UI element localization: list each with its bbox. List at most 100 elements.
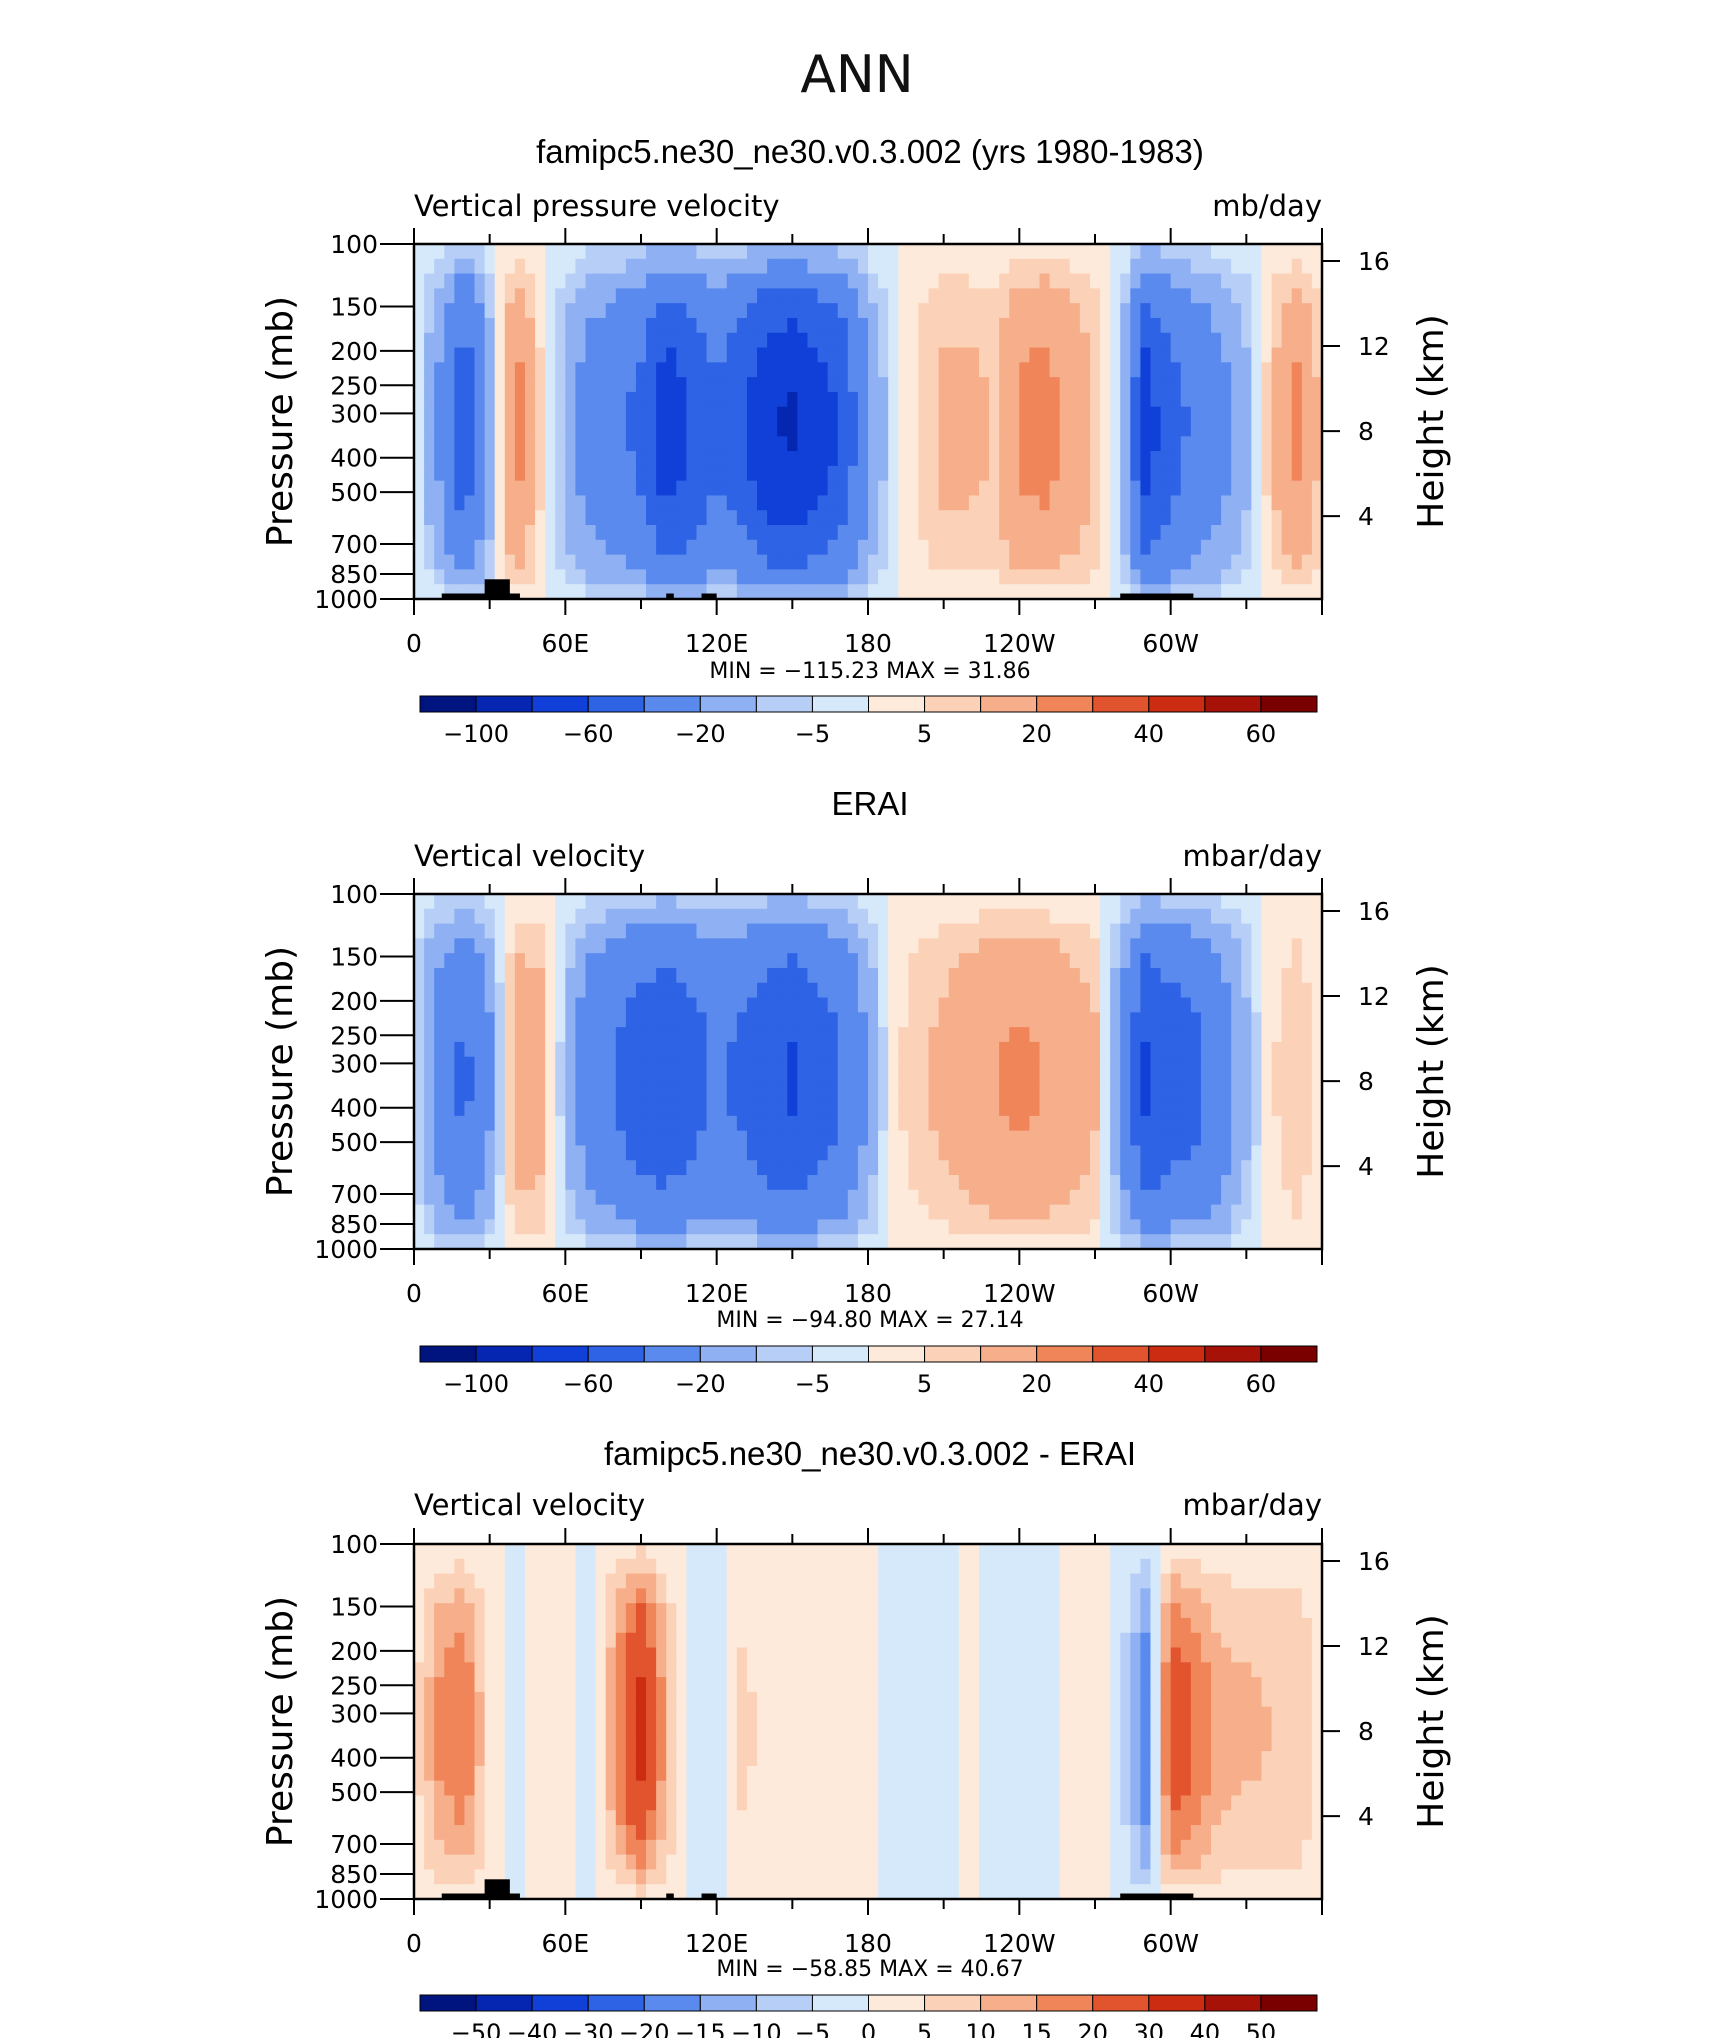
heatmap-cell: [1221, 1175, 1232, 1191]
heatmap-cell: [1170, 1115, 1182, 1132]
heatmap-cell: [1120, 1573, 1131, 1589]
heatmap-cell: [1311, 1145, 1323, 1161]
heatmap-cell: [1221, 997, 1232, 1013]
heatmap-cell: [1211, 1204, 1222, 1221]
heatmap-cell: [1251, 332, 1263, 349]
heatmap-cell: [524, 406, 536, 423]
heatmap-cell: [646, 1056, 657, 1073]
heatmap-cell: [1140, 569, 1152, 585]
heatmap-cell: [1231, 923, 1242, 939]
heatmap-cell: [615, 377, 627, 393]
heatmap-cell: [444, 495, 455, 511]
heatmap-cell: [1029, 1160, 1041, 1176]
heatmap-cell: [1039, 1130, 1051, 1147]
heatmap-cell: [1271, 1189, 1283, 1206]
heatmap-cell: [706, 1101, 718, 1117]
heatmap-cell: [868, 1588, 879, 1604]
heatmap-cell: [837, 525, 849, 541]
heatmap-cell: [736, 908, 748, 925]
heatmap-cell: [464, 1588, 476, 1604]
heatmap-cell: [1190, 525, 1202, 541]
heatmap-cell: [1009, 1588, 1020, 1604]
heatmap-cell: [857, 436, 869, 452]
heatmap-cell: [706, 1012, 718, 1028]
heatmap-cell: [686, 908, 698, 925]
heatmap-cell: [989, 554, 1000, 571]
heatmap-cell: [1019, 332, 1031, 349]
heatmap-cell: [1120, 1012, 1131, 1028]
heatmap-cell: [434, 332, 445, 349]
heatmap-cell: [908, 569, 920, 585]
heatmap-cell: [999, 554, 1010, 571]
heatmap-cell: [1261, 1071, 1273, 1087]
heatmap-cell: [545, 258, 556, 275]
heatmap-cell: [454, 1204, 466, 1221]
heatmap-cell: [514, 554, 526, 571]
heatmap-cell: [605, 554, 617, 571]
heatmap-cell: [656, 1056, 667, 1073]
heatmap-cell: [585, 1130, 597, 1147]
heatmap-cell: [605, 525, 617, 541]
heatmap-cell: [888, 539, 899, 556]
heatmap-cell: [1100, 406, 1111, 423]
heatmap-cell: [1271, 244, 1283, 260]
heatmap-cell: [847, 1086, 859, 1102]
heatmap-cell: [535, 982, 546, 999]
heatmap-cell: [1180, 894, 1192, 910]
heatmap-cell: [908, 347, 920, 363]
heatmap-cell: [726, 1603, 738, 1619]
heatmap-cell: [524, 421, 536, 437]
heatmap-cell: [857, 554, 869, 571]
heatmap-cell: [1069, 997, 1081, 1013]
heatmap-cell: [585, 1544, 597, 1560]
heatmap-cell: [1160, 436, 1172, 452]
heatmap-cell: [414, 1115, 425, 1132]
heatmap-cell: [1089, 332, 1101, 349]
heatmap-cell: [757, 510, 768, 526]
heatmap-cell: [1301, 303, 1313, 319]
colorbar-label: 5: [917, 720, 932, 748]
heatmap-cell: [676, 451, 687, 467]
heatmap-cell: [1200, 569, 1212, 585]
heatmap-cell: [464, 332, 476, 349]
heatmap-cell: [676, 1101, 687, 1117]
heatmap-cell: [514, 1160, 526, 1176]
heatmap-cell: [1069, 377, 1081, 393]
heatmap-cell: [484, 480, 496, 497]
heatmap-cell: [595, 332, 607, 349]
heatmap-cell: [1150, 406, 1162, 423]
heatmap-cell: [968, 525, 980, 541]
heatmap-cell: [595, 1160, 607, 1176]
heatmap-cell: [414, 288, 425, 304]
heatmap-cell: [1140, 1145, 1152, 1161]
heatmap-cell: [514, 1086, 526, 1102]
heatmap-cell: [817, 1573, 829, 1589]
heatmap-cell: [1100, 258, 1111, 275]
heatmap-cell: [474, 244, 486, 260]
heatmap-cell: [666, 347, 677, 363]
heatmap-cell: [1009, 1041, 1020, 1058]
heatmap-cell: [777, 1130, 788, 1147]
heatmap-cell: [434, 982, 445, 999]
heatmap-cell: [1019, 908, 1031, 925]
heatmap-cell: [635, 391, 647, 408]
heatmap-cell: [1261, 421, 1273, 437]
heatmap-cell: [1079, 480, 1091, 497]
heatmap-cell: [1029, 421, 1041, 437]
heatmap-cell: [1281, 554, 1293, 571]
heatmap-cell: [958, 539, 970, 556]
heatmap-cell: [585, 1219, 597, 1235]
y-tick-label: 400: [330, 444, 378, 473]
heatmap-cell: [494, 1189, 506, 1206]
heatmap-cell: [847, 569, 859, 585]
heatmap-cell: [646, 1086, 657, 1102]
heatmap-cell: [474, 465, 486, 482]
heatmap-cell: [878, 539, 889, 556]
heatmap-cell: [757, 1573, 768, 1589]
heatmap-cell: [646, 480, 657, 497]
heatmap-cell: [999, 908, 1010, 925]
heatmap-cell: [706, 997, 718, 1013]
heatmap-cell: [575, 480, 587, 497]
heatmap-cell: [535, 1101, 546, 1117]
heatmap-cell: [958, 317, 970, 334]
